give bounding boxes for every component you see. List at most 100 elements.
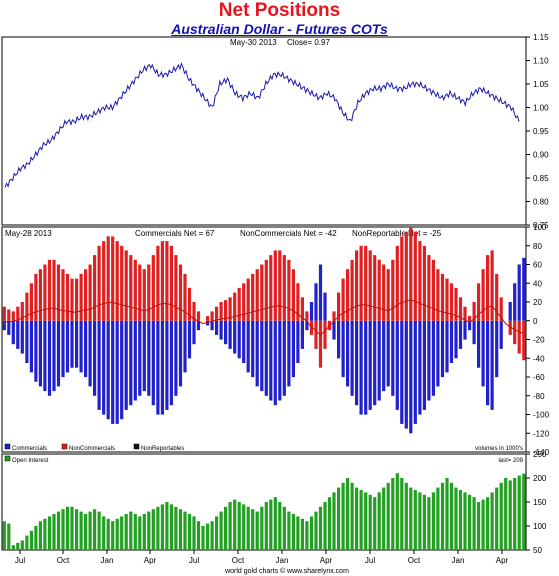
noncommercials-bar xyxy=(364,245,368,321)
noncommercials-bar xyxy=(138,264,142,321)
commercials-bar xyxy=(445,320,449,373)
open-interest-bar xyxy=(178,509,183,550)
legend-label-0: Commercials xyxy=(12,446,47,452)
commercials-bar xyxy=(93,320,97,396)
commercials-bar xyxy=(260,320,264,392)
price-y-tick-label: 0.80 xyxy=(533,198,549,207)
open-interest-bar xyxy=(255,511,259,550)
open-interest-bar xyxy=(346,478,350,550)
open-interest-bar xyxy=(183,511,187,550)
noncommercials-bar xyxy=(287,259,291,321)
open-interest-bar xyxy=(449,482,454,550)
open-interest-bar xyxy=(517,475,521,550)
open-interest-bar xyxy=(233,499,237,550)
page-title: Net Positions xyxy=(218,0,341,21)
noncommercials-bar xyxy=(382,264,386,321)
open-interest-bar xyxy=(147,511,151,550)
oi-y-tick-label: 200 xyxy=(533,474,547,483)
noncommercials-bar xyxy=(251,273,255,321)
noncommercials-bar xyxy=(129,255,133,321)
commercials-bar xyxy=(75,320,79,368)
open-interest-bar xyxy=(25,535,29,550)
commercials-bar xyxy=(215,320,219,335)
cot-y-tick-label: 20 xyxy=(533,298,542,307)
cot-header-nonreportables: NonReportable Net = -25 xyxy=(352,229,442,238)
commercials-bar xyxy=(160,320,164,415)
open-interest-bar xyxy=(156,506,160,550)
noncommercials-bar xyxy=(7,309,11,321)
open-interest-bar xyxy=(431,492,435,550)
commercials-bar xyxy=(486,320,490,406)
noncommercials-bar xyxy=(174,255,178,321)
commercials-bar xyxy=(517,264,521,321)
commercials-bar xyxy=(25,320,29,363)
noncommercials-bar xyxy=(386,269,390,321)
open-interest-bar xyxy=(454,487,458,550)
noncommercials-bar xyxy=(206,316,210,321)
cot-y-tick-label: -120 xyxy=(533,429,550,438)
noncommercials-bar xyxy=(499,297,503,321)
commercials-bar xyxy=(296,320,300,363)
noncommercials-bar xyxy=(440,273,445,321)
noncommercials-bar xyxy=(192,302,196,321)
commercials-bar xyxy=(38,320,42,387)
open-interest-bar xyxy=(16,542,20,550)
commercials-bar xyxy=(346,320,350,387)
oi-legend-swatch xyxy=(4,455,11,462)
cot-y-tick-label: -140 xyxy=(533,448,550,457)
commercials-bar xyxy=(440,320,445,378)
commercials-bar xyxy=(472,320,476,345)
noncommercials-bar xyxy=(70,278,74,321)
open-interest-bar xyxy=(111,521,115,550)
commercials-bar xyxy=(355,320,359,406)
open-interest-bar xyxy=(508,480,512,550)
x-tick-label: Oct xyxy=(57,556,70,565)
open-interest-bar xyxy=(404,482,408,550)
commercials-bar xyxy=(382,320,386,392)
noncommercials-bar xyxy=(115,241,119,321)
noncommercials-bar xyxy=(160,241,164,321)
cot-y-tick-label: -40 xyxy=(533,354,545,363)
open-interest-bar xyxy=(251,509,255,550)
noncommercials-bar xyxy=(449,283,454,321)
open-interest-bar xyxy=(129,511,133,550)
open-interest-bar xyxy=(382,487,386,550)
noncommercials-bar xyxy=(47,259,52,321)
open-interest-bar xyxy=(165,502,169,550)
price-y-tick-label: 0.95 xyxy=(533,127,549,136)
noncommercials-bar xyxy=(431,259,435,321)
noncommercials-bar xyxy=(165,241,169,321)
noncommercials-bar xyxy=(495,273,499,321)
noncommercials-bar xyxy=(25,292,29,321)
open-interest-bar xyxy=(364,492,368,550)
commercials-bar xyxy=(2,320,6,331)
price-header-date: May-30 2013 xyxy=(230,38,277,47)
price-series-line xyxy=(4,62,520,188)
price-y-tick-label: 0.85 xyxy=(533,174,549,183)
commercials-bar xyxy=(169,320,173,406)
noncommercials-bar xyxy=(97,245,101,321)
noncommercials-bar xyxy=(228,297,232,321)
open-interest-bar xyxy=(151,509,155,550)
noncommercials-bar xyxy=(260,264,264,321)
legend-swatch-0 xyxy=(4,443,11,450)
noncommercials-bar xyxy=(300,297,304,321)
open-interest-bar xyxy=(440,482,445,550)
commercials-bar xyxy=(264,320,268,396)
open-interest-bar xyxy=(2,521,6,550)
noncommercials-bar xyxy=(16,306,20,321)
commercials-bar xyxy=(499,320,503,349)
noncommercials-bar xyxy=(337,292,341,321)
noncommercials-bar xyxy=(93,255,97,321)
noncommercials-bar xyxy=(255,269,259,321)
commercials-bar xyxy=(174,320,178,396)
commercials-bar xyxy=(43,320,47,392)
noncommercials-bar xyxy=(187,287,192,321)
noncommercials-bar xyxy=(418,241,422,321)
open-interest-bar xyxy=(287,511,291,550)
open-interest-bar xyxy=(228,502,232,550)
commercials-bar xyxy=(228,320,232,349)
open-interest-bar xyxy=(138,516,142,550)
cot-y-tick-label: 60 xyxy=(533,261,542,270)
